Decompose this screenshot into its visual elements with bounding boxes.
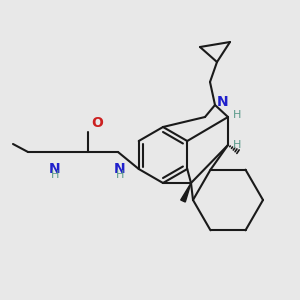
Text: H: H [233, 110, 242, 120]
Text: O: O [91, 116, 103, 130]
Text: N: N [49, 162, 61, 176]
Text: N: N [217, 95, 229, 109]
Text: H: H [233, 140, 242, 150]
Text: H: H [51, 170, 59, 180]
Polygon shape [181, 183, 191, 202]
Text: N: N [114, 162, 126, 176]
Text: H: H [116, 170, 124, 180]
